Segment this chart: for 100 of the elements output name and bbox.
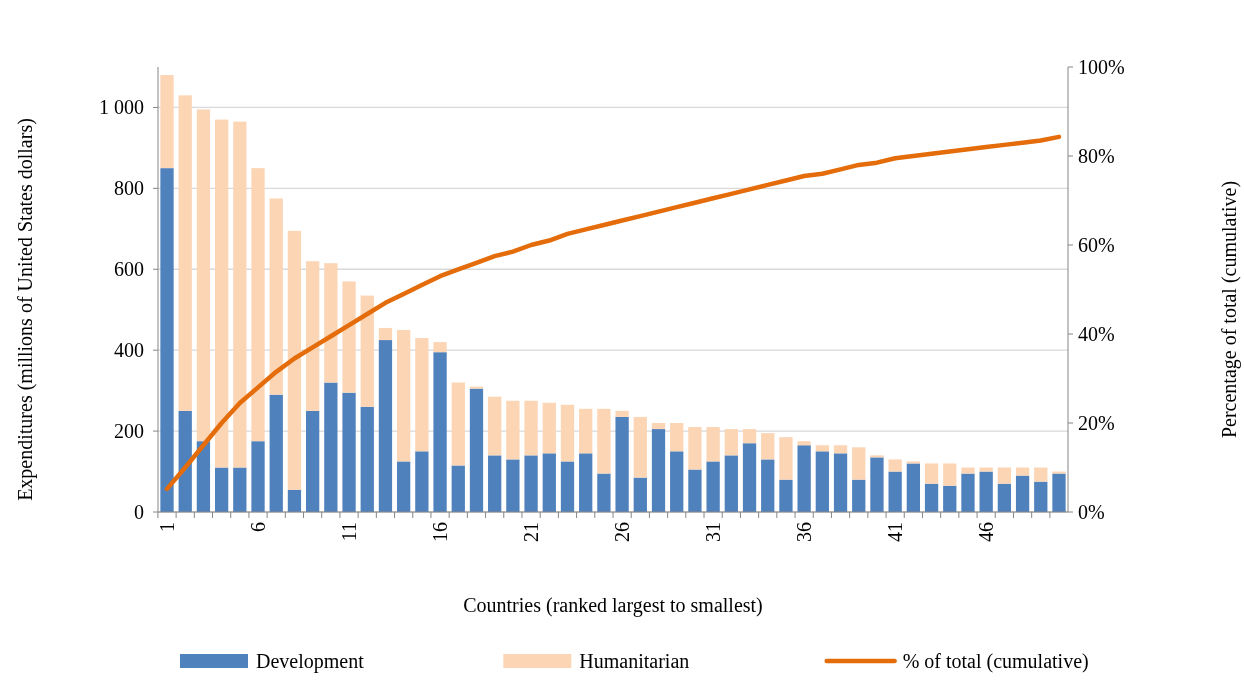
bar — [633, 416, 647, 478]
bar — [415, 451, 429, 512]
bar — [597, 473, 611, 512]
bar — [287, 489, 302, 512]
bar — [688, 469, 702, 512]
y2-tick-label: 0% — [1078, 501, 1105, 523]
bar — [214, 467, 229, 512]
bar — [469, 388, 484, 512]
x-tick-label: 46 — [975, 522, 998, 542]
bar — [306, 261, 320, 411]
bar — [943, 463, 957, 486]
bar — [724, 429, 738, 456]
bar — [524, 455, 538, 512]
bar — [943, 485, 957, 512]
bar — [506, 459, 520, 512]
bar — [560, 461, 575, 512]
y-axis-title: Expenditures (millions of United States dollars) — [14, 118, 37, 501]
bar — [178, 410, 192, 512]
bar — [451, 465, 465, 512]
bar — [324, 382, 338, 512]
bar — [670, 423, 684, 452]
bar — [397, 329, 411, 462]
bar — [870, 457, 884, 512]
bar — [706, 461, 720, 512]
bar — [742, 429, 757, 444]
legend-label: Development — [256, 650, 365, 673]
bar — [360, 295, 374, 407]
bar — [542, 453, 556, 512]
bar — [615, 416, 629, 512]
bar — [724, 455, 738, 512]
bar — [779, 437, 793, 480]
bar — [160, 168, 174, 512]
bar — [506, 400, 520, 460]
bar — [779, 479, 793, 512]
y2-tick-label: 80% — [1078, 145, 1115, 167]
bar — [961, 473, 975, 512]
bar — [1015, 475, 1030, 512]
bar — [579, 408, 593, 454]
y-tick-label: 200 — [114, 420, 144, 443]
x-tick-label: 36 — [793, 522, 816, 542]
bar — [997, 483, 1012, 512]
bar — [524, 400, 538, 456]
bar — [979, 467, 993, 472]
bar — [251, 168, 265, 442]
bar — [1034, 467, 1048, 482]
bar — [597, 408, 611, 474]
bar — [706, 427, 720, 462]
bar — [1015, 467, 1030, 476]
y-tick-label: 400 — [114, 339, 144, 362]
x-tick-label: 26 — [611, 522, 634, 542]
y-tick-label: 1 000 — [99, 96, 144, 119]
x-tick-label: 1 — [156, 522, 179, 532]
bar — [560, 404, 575, 462]
bar — [579, 453, 593, 512]
y2-tick-label: 60% — [1078, 234, 1115, 256]
bar — [433, 352, 447, 512]
bar — [1052, 473, 1066, 512]
bar — [852, 447, 866, 480]
bar — [214, 119, 229, 468]
bar — [742, 443, 757, 512]
bar — [488, 455, 502, 512]
bar — [178, 95, 192, 411]
bar — [761, 459, 775, 512]
y2-tick-label: 20% — [1078, 412, 1115, 434]
x-tick-label: 31 — [702, 522, 725, 542]
bar — [251, 441, 265, 512]
y2-axis-title: Percentage of total (cumulative) — [1218, 180, 1241, 439]
bar — [451, 382, 465, 466]
y-tick-label: 600 — [114, 258, 144, 281]
bar — [342, 392, 356, 512]
bar — [870, 455, 884, 458]
bar — [233, 121, 247, 468]
bar — [888, 471, 902, 512]
bar — [833, 445, 848, 454]
y-tick-label: 0 — [134, 501, 144, 523]
bar — [852, 479, 866, 512]
bar — [542, 402, 556, 454]
bar — [651, 423, 666, 430]
bar — [633, 477, 647, 512]
bar — [906, 461, 920, 464]
bar — [815, 451, 829, 512]
bar — [378, 327, 393, 341]
y-tick-label: 800 — [114, 177, 144, 200]
bar — [1052, 471, 1066, 474]
bar — [797, 441, 811, 446]
x-tick-label: 21 — [520, 522, 543, 542]
x-tick-label: 16 — [429, 522, 452, 542]
x-tick-label: 6 — [247, 522, 270, 532]
bar — [324, 263, 338, 383]
bar — [833, 453, 848, 512]
bar — [979, 471, 993, 512]
bar — [306, 410, 320, 512]
x-tick-label: 41 — [884, 522, 907, 542]
bar — [433, 342, 447, 353]
legend-label: % of total (cumulative) — [902, 650, 1089, 673]
line-series — [164, 134, 1062, 492]
bar — [415, 338, 429, 452]
bar — [378, 340, 393, 512]
bar — [196, 109, 211, 442]
bar — [924, 463, 939, 484]
